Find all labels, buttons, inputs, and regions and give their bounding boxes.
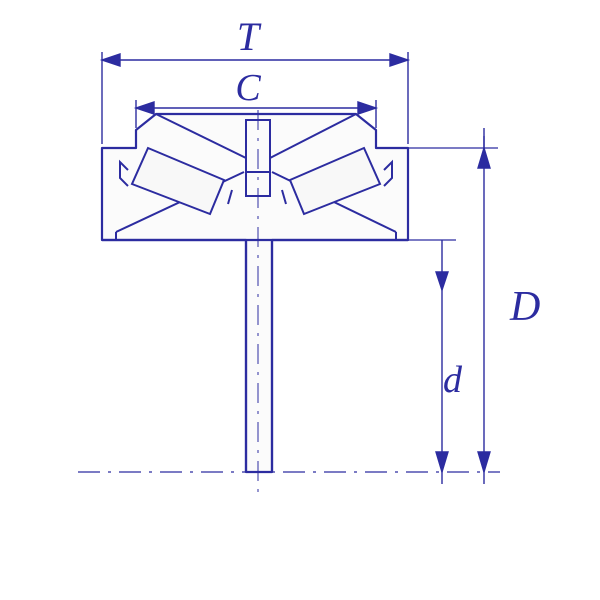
label-d: d: [443, 359, 463, 401]
label-T: T: [237, 14, 262, 59]
dim-d: [270, 240, 456, 484]
label-D: D: [509, 284, 540, 330]
dim-D: [404, 128, 498, 484]
bearing-section-diagram: T C D d: [0, 0, 600, 600]
label-C: C: [235, 67, 261, 109]
